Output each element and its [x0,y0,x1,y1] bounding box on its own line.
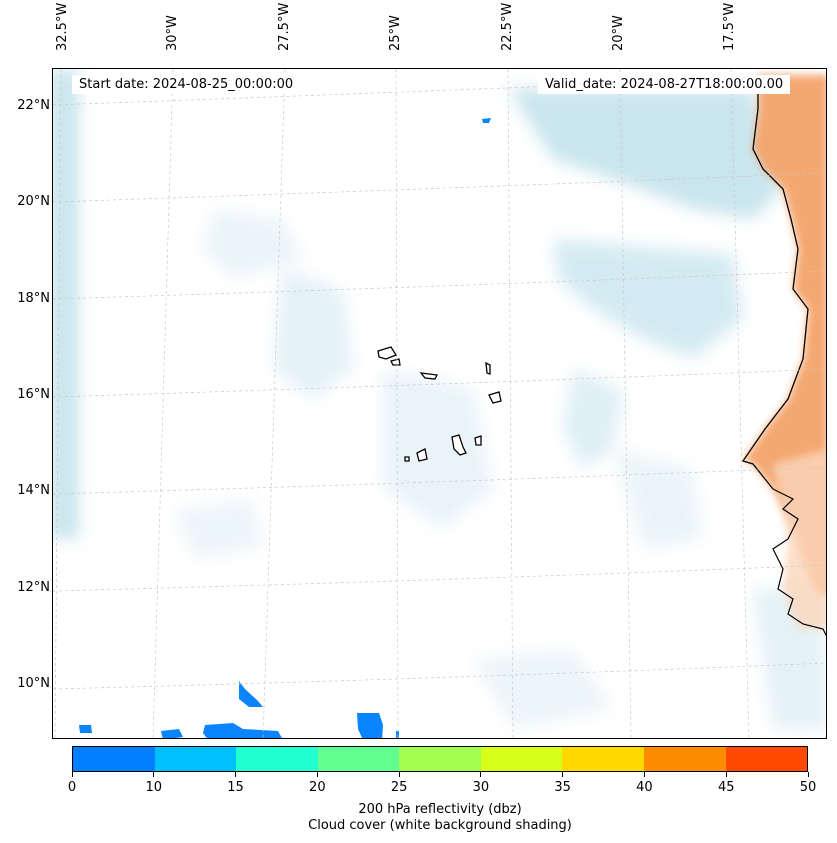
cape-verde-islands [377,346,502,462]
colorbar-segment [399,747,481,771]
lat-label-14n: 14°N [17,483,50,498]
colorbar-tick-mark [398,772,400,777]
colorbar-tick-mark [235,772,237,777]
valid-date-label: Valid_date: 2024-08-27T18:00:00.00 [538,75,791,94]
colorbar-tick-label: 35 [554,780,571,795]
colorbar-segment [725,747,808,771]
colorbar-segment [236,747,318,771]
island-maio [474,435,482,446]
lon-label-30w: 30°W [165,15,180,51]
lat-label-12n: 12°N [17,580,50,595]
colorbar-tick-label: 15 [227,780,244,795]
colorbar-tick-label: 20 [309,780,326,795]
lat-label-22n: 22°N [17,98,50,113]
lon-label-20w: 20°W [611,15,626,51]
cloud-cover-shading [53,69,826,729]
map-panel [52,68,827,739]
map-canvas [53,69,826,738]
colorbar-subtitle: Cloud cover (white background shading) [308,818,572,833]
colorbar-tick-label: 25 [390,780,408,795]
colorbar-tick-label: 45 [717,780,735,795]
colorbar-tick-mark [71,772,73,777]
colorbar-tick-mark [643,772,645,777]
island-sao-nicolau [419,372,438,380]
colorbar-segment [643,747,726,771]
lat-label-16n: 16°N [17,387,50,402]
lon-label-27-5w: 27.5°W [277,2,292,51]
island-boa-vista [488,391,502,404]
lat-label-10n: 10°N [17,676,50,691]
island-sao-vicente [390,358,401,366]
island-fogo [416,448,428,462]
colorbar-tick-label: 40 [636,780,653,795]
reflectivity-echoes [79,118,491,738]
graticule [53,69,826,738]
colorbar-tick-mark [480,772,482,777]
lat-label-18n: 18°N [17,291,50,306]
colorbar-segment [73,747,155,771]
colorbar-segment [154,747,237,771]
colorbar-segment [480,747,563,771]
colorbar-tick-label: 50 [799,780,817,795]
colorbar-tick-label: 10 [145,780,163,795]
island-brava [404,456,410,462]
lat-label-20n: 20°N [17,194,50,209]
lon-label-17-5w: 17.5°W [722,2,737,51]
colorbar-tick-mark [562,772,564,777]
colorbar-tick-mark [725,772,727,777]
reflectivity-colorbar [72,746,808,772]
island-sal [485,361,491,375]
colorbar-tick-mark [316,772,318,777]
island-santo-antao [377,346,397,360]
lon-label-22-5w: 22.5°W [500,2,515,51]
colorbar-tick-label: 30 [472,780,490,795]
lon-label-32-5w: 32.5°W [55,2,70,51]
west-africa-landmass [741,75,826,637]
colorbar-tick-mark [153,772,155,777]
colorbar-title: 200 hPa reflectivity (dbz) [358,802,522,817]
colorbar-tick-mark [807,772,809,777]
colorbar-segment [562,747,644,771]
colorbar-segment [317,747,400,771]
island-santiago [451,434,467,456]
lon-label-25w: 25°W [388,15,403,51]
start-date-label: Start date: 2024-08-25_00:00:00 [72,75,301,94]
colorbar-tick-label: 0 [67,780,77,795]
